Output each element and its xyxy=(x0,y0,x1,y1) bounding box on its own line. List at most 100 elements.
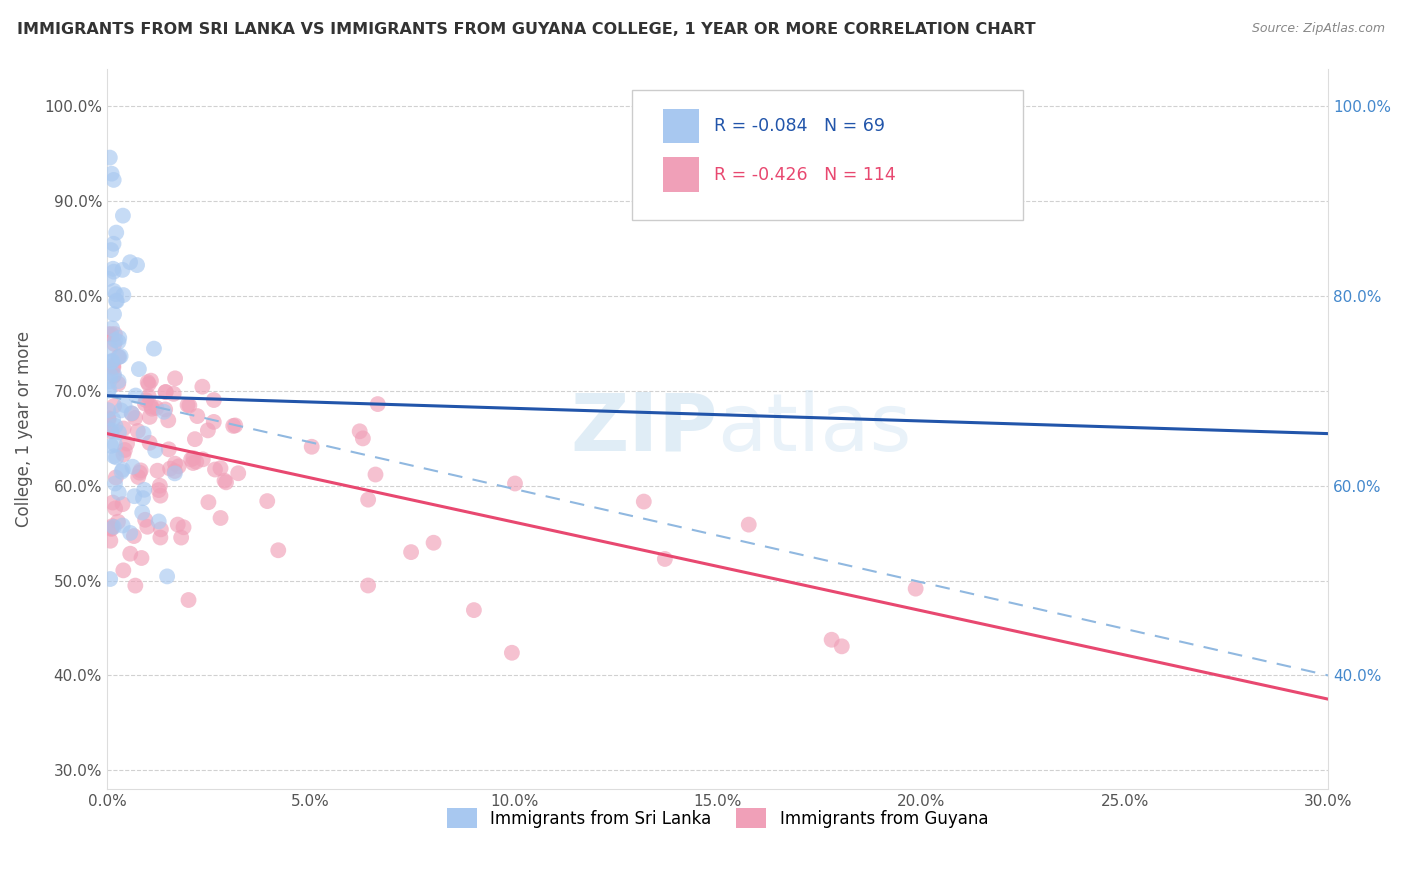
Point xyxy=(122,529,145,543)
Point xyxy=(104,438,127,452)
Point xyxy=(100,521,122,535)
Point xyxy=(101,321,124,335)
Point xyxy=(103,337,125,351)
FancyBboxPatch shape xyxy=(662,157,699,192)
Point xyxy=(146,464,169,478)
Point xyxy=(367,397,389,411)
Point xyxy=(114,398,136,412)
Point xyxy=(357,578,380,592)
Point xyxy=(501,646,523,660)
Point xyxy=(157,413,180,427)
Point xyxy=(148,483,170,497)
Point xyxy=(104,470,127,484)
Point xyxy=(98,342,121,356)
Point xyxy=(349,425,371,439)
Point xyxy=(121,459,143,474)
Point xyxy=(149,531,172,545)
FancyBboxPatch shape xyxy=(662,109,699,144)
Point xyxy=(129,463,152,477)
Point xyxy=(111,518,134,533)
Text: IMMIGRANTS FROM SRI LANKA VS IMMIGRANTS FROM GUYANA COLLEGE, 1 YEAR OR MORE CORR: IMMIGRANTS FROM SRI LANKA VS IMMIGRANTS … xyxy=(17,22,1035,37)
Point xyxy=(197,495,219,509)
Point xyxy=(145,401,167,415)
Point xyxy=(357,492,380,507)
Point xyxy=(100,355,122,369)
Point xyxy=(633,494,655,508)
Point xyxy=(157,442,180,457)
Point xyxy=(820,632,842,647)
Point xyxy=(103,450,125,464)
Point xyxy=(654,552,676,566)
Point xyxy=(128,362,150,376)
Point xyxy=(111,263,134,277)
Point xyxy=(98,151,121,165)
Point xyxy=(101,354,124,368)
Point xyxy=(128,466,150,480)
Point xyxy=(138,377,160,392)
Point xyxy=(100,423,122,437)
Point xyxy=(136,375,159,389)
Point xyxy=(110,403,132,417)
Point xyxy=(141,401,163,416)
Point xyxy=(256,494,278,508)
Point xyxy=(97,384,120,398)
Point xyxy=(197,423,219,437)
Point xyxy=(100,368,122,383)
Point xyxy=(138,435,160,450)
Point xyxy=(100,425,122,439)
Point xyxy=(177,593,200,607)
Point xyxy=(111,463,134,477)
Point xyxy=(179,399,201,413)
Point xyxy=(124,489,146,503)
Point xyxy=(134,396,156,410)
Point xyxy=(105,293,128,308)
Point xyxy=(101,495,124,509)
Point xyxy=(107,350,129,364)
Point xyxy=(103,368,125,382)
Point xyxy=(155,385,177,400)
Point xyxy=(155,384,177,399)
Point xyxy=(98,383,121,397)
Point xyxy=(97,272,120,286)
Point xyxy=(97,422,120,436)
Point xyxy=(112,563,135,577)
Point xyxy=(202,392,225,407)
Point xyxy=(191,380,214,394)
Point xyxy=(105,294,128,309)
Point xyxy=(104,501,127,516)
Point xyxy=(97,403,120,417)
Point xyxy=(127,424,149,438)
FancyBboxPatch shape xyxy=(633,90,1022,219)
Point xyxy=(214,474,236,488)
Point xyxy=(103,368,125,383)
Point xyxy=(100,167,122,181)
Text: atlas: atlas xyxy=(717,390,912,468)
Point xyxy=(167,459,190,474)
Point xyxy=(125,388,148,402)
Point xyxy=(131,506,153,520)
Point xyxy=(104,419,127,434)
Point xyxy=(149,522,172,536)
Point xyxy=(186,455,208,469)
Point xyxy=(104,287,127,301)
Point xyxy=(156,569,179,583)
Point xyxy=(301,440,323,454)
Text: ZIP: ZIP xyxy=(571,390,717,468)
Point xyxy=(97,327,120,342)
Point xyxy=(111,209,134,223)
Point xyxy=(503,476,526,491)
Point xyxy=(107,334,129,349)
Point xyxy=(104,326,127,341)
Point xyxy=(121,406,143,420)
Point xyxy=(114,442,136,457)
Point xyxy=(904,582,927,596)
Point xyxy=(104,333,127,347)
Point xyxy=(163,467,186,481)
Point xyxy=(222,418,245,433)
Point xyxy=(180,452,202,467)
Point xyxy=(352,431,374,445)
Point xyxy=(105,226,128,240)
Point xyxy=(124,411,146,425)
Point xyxy=(202,415,225,429)
Point xyxy=(125,258,148,272)
